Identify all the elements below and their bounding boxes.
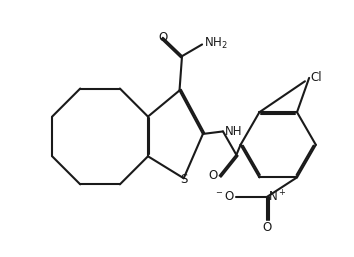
Text: O: O [263,221,272,234]
Text: S: S [181,173,188,186]
Text: N$^+$: N$^+$ [268,189,287,204]
Text: O: O [158,31,167,44]
Text: NH: NH [224,125,242,138]
Text: $^-$O: $^-$O [213,190,235,203]
Text: Cl: Cl [311,71,322,84]
Text: O: O [209,169,218,182]
Text: NH$_2$: NH$_2$ [204,36,228,51]
